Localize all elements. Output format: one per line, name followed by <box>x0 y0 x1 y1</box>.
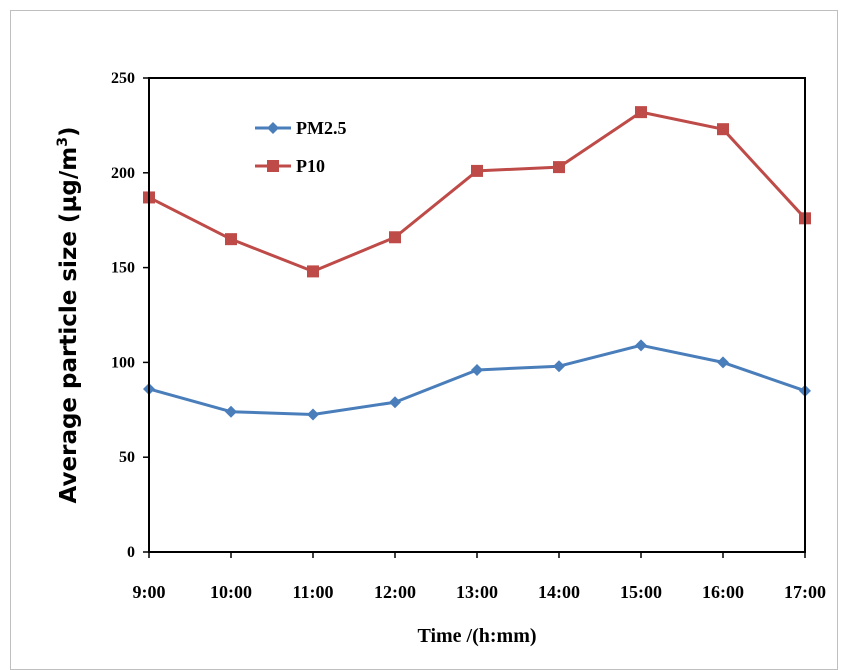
y-tick-label: 100 <box>111 354 135 371</box>
y-tick-label: 150 <box>111 260 135 277</box>
data-point-pm25 <box>225 405 237 418</box>
data-point-pm25 <box>717 356 729 369</box>
data-point-p10 <box>717 123 729 136</box>
legend-label-p10: P10 <box>296 156 325 176</box>
x-tick-label: 15:00 <box>620 582 662 602</box>
x-tick-label: 10:00 <box>210 582 252 602</box>
data-point-p10 <box>389 231 401 244</box>
x-axis-title: Time /(h:mm) <box>417 625 536 647</box>
x-tick-label: 12:00 <box>374 582 416 602</box>
legend-marker-pm25 <box>267 122 279 134</box>
y-tick-label: 250 <box>111 70 135 87</box>
data-point-pm25 <box>307 408 319 421</box>
x-tick-label: 9:00 <box>133 582 166 602</box>
legend-label-pm25: PM2.5 <box>296 118 346 138</box>
y-tick-label: 0 <box>127 544 135 561</box>
series-line-pm25 <box>148 343 806 417</box>
y-tick-label: 50 <box>119 449 135 466</box>
data-point-pm25 <box>389 396 401 409</box>
data-point-pm25 <box>553 360 565 373</box>
x-tick-label: 16:00 <box>702 582 744 602</box>
data-point-pm25 <box>471 363 483 376</box>
data-point-pm25 <box>635 339 647 352</box>
data-point-p10 <box>635 106 647 119</box>
x-tick-label: 17:00 <box>784 582 826 602</box>
y-axis-title: Average particle size (µg/m3) <box>55 127 82 504</box>
data-point-p10 <box>307 265 319 278</box>
data-point-p10 <box>471 164 483 177</box>
x-tick-label: 14:00 <box>538 582 580 602</box>
y-tick-label: 200 <box>111 165 135 182</box>
x-tick-label: 11:00 <box>292 582 333 602</box>
legend: PM2.5 P10 <box>255 118 346 176</box>
data-point-p10 <box>553 161 565 174</box>
legend-marker-p10 <box>267 160 279 172</box>
x-tick-label: 13:00 <box>456 582 498 602</box>
series-line-p10 <box>148 110 807 273</box>
plot-area <box>148 77 806 553</box>
data-point-p10 <box>225 233 237 246</box>
